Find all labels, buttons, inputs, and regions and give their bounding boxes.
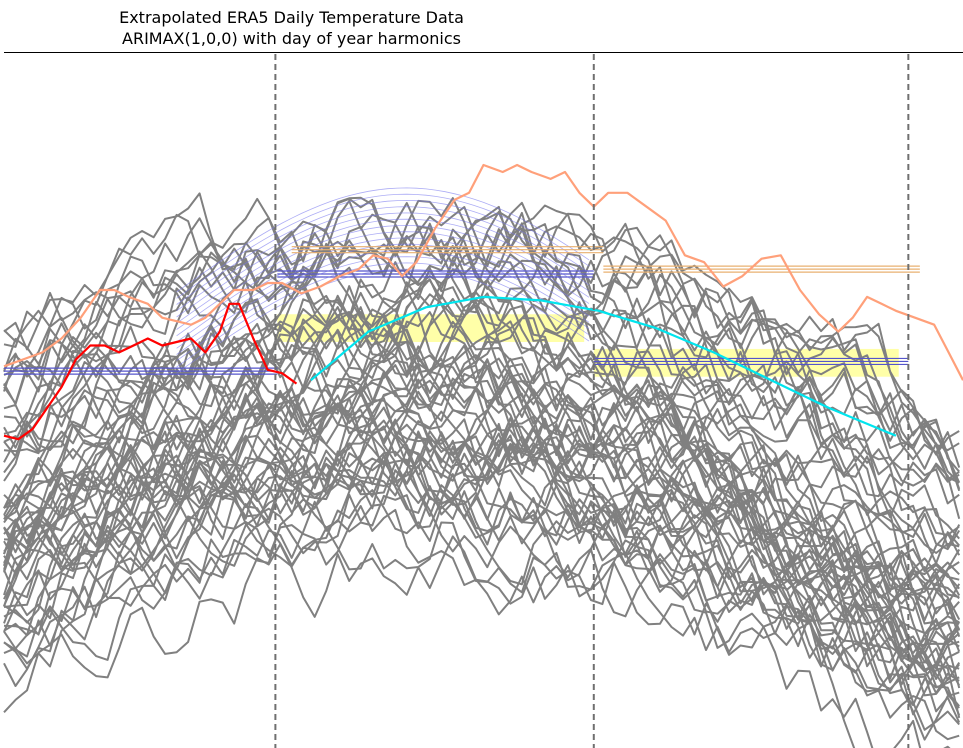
- observed-series-line: [3, 302, 298, 441]
- ensemble-arc: [176, 249, 590, 355]
- ensemble-line: [3, 380, 961, 652]
- upper-series-line: [3, 163, 963, 381]
- ensemble-line: [3, 439, 961, 723]
- ensemble-line: [3, 217, 961, 468]
- ensemble-line: [3, 196, 960, 484]
- ensemble-arc: [176, 212, 590, 318]
- ensemble-line: [3, 423, 960, 695]
- ensemble-line: [3, 349, 960, 622]
- ensemble-line: [3, 389, 960, 707]
- vertical-dividers: [274, 54, 910, 748]
- ensemble-arc: [176, 206, 590, 312]
- ensemble-line: [3, 535, 951, 748]
- ensemble-line: [3, 457, 960, 707]
- series-lines: [3, 163, 963, 441]
- ensemble-line: [3, 386, 960, 671]
- ensemble-line: [3, 430, 961, 686]
- ensemble-line: [3, 268, 961, 520]
- ensemble-line: [3, 300, 961, 551]
- ensemble-line: [3, 226, 960, 481]
- ensemble-arc: [176, 199, 590, 305]
- ensemble-line: [3, 383, 960, 624]
- ensemble-arc: [176, 193, 590, 299]
- ensemble-line: [3, 363, 960, 606]
- ensemble-line: [3, 429, 961, 689]
- ensemble-line: [3, 452, 961, 716]
- ensemble-line: [3, 427, 960, 665]
- ensemble-line: [3, 473, 960, 741]
- chart-title-line-2: ARIMAX(1,0,0) with day of year harmonics: [122, 29, 461, 48]
- ensemble-arc: [176, 237, 590, 343]
- ensemble-arc: [176, 187, 590, 293]
- ensemble-arc: [176, 243, 590, 349]
- ensemble-line: [3, 358, 960, 600]
- ensemble-line: [3, 442, 960, 716]
- fitted-series-line: [310, 295, 897, 437]
- ensemble-line: [3, 340, 960, 673]
- chart-title-line-1: Extrapolated ERA5 Daily Temperature Data: [119, 8, 464, 27]
- ensemble-arc: [176, 231, 590, 337]
- reference-lines: [4, 187, 920, 375]
- ensemble-line: [3, 282, 961, 549]
- ensemble-arc: [176, 224, 590, 330]
- ensemble-line: [3, 306, 961, 599]
